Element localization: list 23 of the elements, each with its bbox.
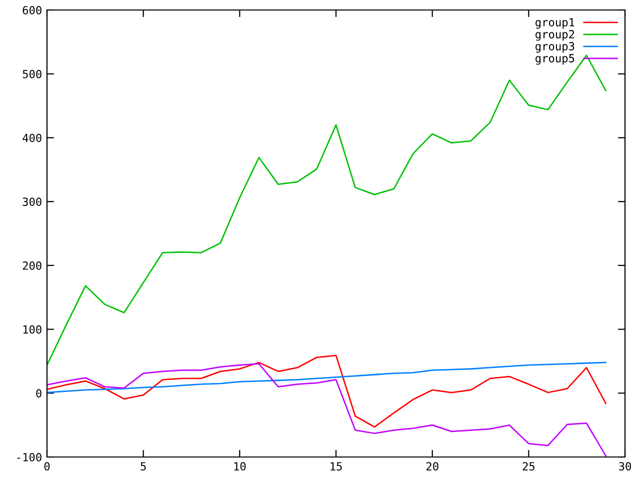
x-tick-label: 5 bbox=[140, 462, 146, 471]
y-tick-label: 300 bbox=[22, 198, 42, 206]
legend-label: group2 bbox=[536, 30, 574, 41]
y-tick-label: 600 bbox=[22, 6, 42, 14]
x-tick-label: 15 bbox=[330, 462, 342, 471]
y-tick-label: 100 bbox=[23, 325, 42, 334]
y-tick-label: 500 bbox=[22, 70, 42, 78]
line-series bbox=[47, 54, 606, 366]
line-series bbox=[47, 362, 606, 394]
line-series bbox=[47, 363, 606, 456]
y-tick-label: 200 bbox=[22, 261, 42, 270]
legend-label: group1 bbox=[536, 18, 574, 29]
x-tick-label: 0 bbox=[44, 462, 50, 471]
legend-label: group5 bbox=[536, 54, 574, 65]
y-tick-label: -100 bbox=[17, 453, 42, 462]
y-tick-label: 0 bbox=[36, 389, 42, 398]
legend-label: group3 bbox=[536, 42, 574, 53]
line-series bbox=[47, 354, 606, 428]
x-tick-label: 20 bbox=[426, 462, 438, 471]
x-tick-label: 30 bbox=[619, 462, 631, 471]
x-tick-label: 10 bbox=[234, 462, 246, 471]
y-tick-label: 400 bbox=[22, 134, 42, 142]
x-tick-label: 25 bbox=[522, 462, 534, 471]
